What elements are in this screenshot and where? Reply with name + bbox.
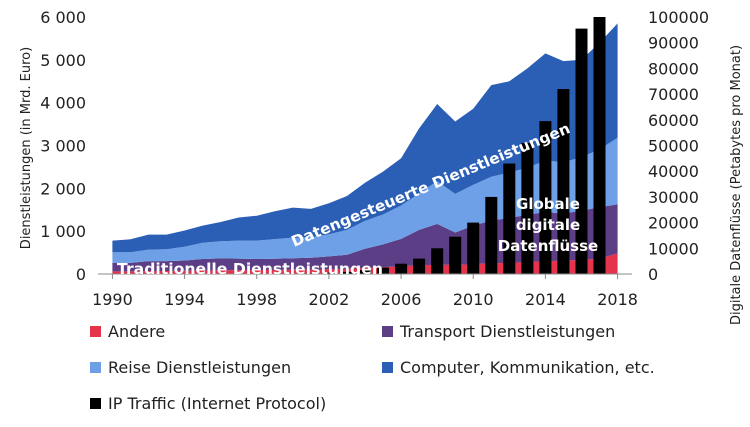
y2-axis-title: Digitale Datenflüsse (Petabytes pro Mona… [729,45,744,325]
area-reise-dienstleistungen [112,137,618,263]
y-tick-label-5: 5 000 [40,51,86,70]
annotation-datenfluesse-line-1: digitale [516,216,580,234]
y2-tick-label-10: 100000 [648,8,709,27]
bar-ip-traffic-2004 [359,270,371,274]
y2-tick-label-2: 20000 [648,214,699,233]
bar-ip-traffic-2013 [521,142,534,274]
bar-ip-traffic-2014 [539,121,552,274]
annotation-datenfluesse-line-0: Globale [516,195,580,213]
legend-item-transport: Transport Dienstleistungen [382,322,615,341]
y-tick-label-4: 4 000 [40,94,86,113]
y2-tick-label-7: 70000 [648,85,699,104]
y-tick-label-6: 6 000 [40,8,86,27]
bar-series-group [250,17,606,275]
legend-swatch-reise [90,362,101,373]
legend-item-ip-traffic: IP Traffic (Internet Protocol) [90,394,326,413]
bar-ip-traffic-2002 [322,272,335,274]
bar-ip-traffic-2016 [575,28,588,274]
x-tick-label-1998: 1998 [236,290,277,309]
y-tick-label-3: 3 000 [40,137,86,156]
bar-ip-traffic-2009 [449,236,462,274]
y-tick-label-1: 1 000 [40,222,86,241]
legend-item-computer: Computer, Kommunikation, etc. [382,358,655,377]
legend-item-andere: Andere [90,322,165,341]
legend-label-reise: Reise Dienstleistungen [108,358,292,377]
bar-ip-traffic-2006 [395,263,408,274]
y2-tick-label-6: 60000 [648,111,699,130]
bar-ip-traffic-2007 [413,258,426,274]
annotation-datenfluesse-line-2: Datenflüsse [498,237,598,255]
area-computer-kommunikation-etc [112,23,618,253]
y2-tick-label-1: 10000 [648,239,699,258]
y2-tick-label-0: 0 [648,265,658,284]
bar-ip-traffic-2017 [593,17,606,274]
x-tick-label-2002: 2002 [309,290,350,309]
x-tick-label-2010: 2010 [453,290,494,309]
x-tick-label-1990: 1990 [92,290,133,309]
bar-ip-traffic-2015 [557,89,570,274]
bar-ip-traffic-2005 [377,267,389,274]
bar-ip-traffic-2011 [485,196,498,274]
legend-swatch-andere [90,326,101,337]
y-tick-label-0: 0 [76,265,86,284]
y2-tick-label-4: 40000 [648,162,699,181]
y-tick-label-2: 2 000 [40,179,86,198]
legend-label-computer: Computer, Kommunikation, etc. [400,358,655,377]
legend-item-reise: Reise Dienstleistungen [90,358,291,377]
y-axis-title: Dienstleistungen (in Mrd. Euro) [19,47,34,249]
bar-ip-traffic-2012 [503,163,516,274]
x-tick-label-2018: 2018 [597,290,638,309]
legend-swatch-ip-traffic [90,398,101,409]
bar-ip-traffic-2010 [467,222,480,274]
legend-swatch-transport [382,326,393,337]
annotation-traditionelle: Traditionelle Dienstleistungen [117,260,383,278]
bar-ip-traffic-2003 [341,271,353,274]
x-tick-label-2006: 2006 [381,290,422,309]
legend-label-andere: Andere [108,322,166,341]
legend-label-ip-traffic: IP Traffic (Internet Protocol) [108,394,327,413]
axes-group: 1990 1994 1998 2002 2006 2010 2014 2018 0 1 000 2 … [19,8,744,325]
x-tick-label-1994: 1994 [164,290,205,309]
y2-tick-label-3: 30000 [648,188,699,207]
legend-swatch-computer [382,362,393,373]
y2-tick-label-8: 80000 [648,59,699,78]
y2-tick-label-9: 90000 [648,34,699,53]
x-tick-label-2014: 2014 [525,290,566,309]
legend-label-transport: Transport Dienstleistungen [400,322,616,341]
bar-ip-traffic-2008 [431,248,444,274]
y2-tick-label-5: 50000 [648,137,699,156]
